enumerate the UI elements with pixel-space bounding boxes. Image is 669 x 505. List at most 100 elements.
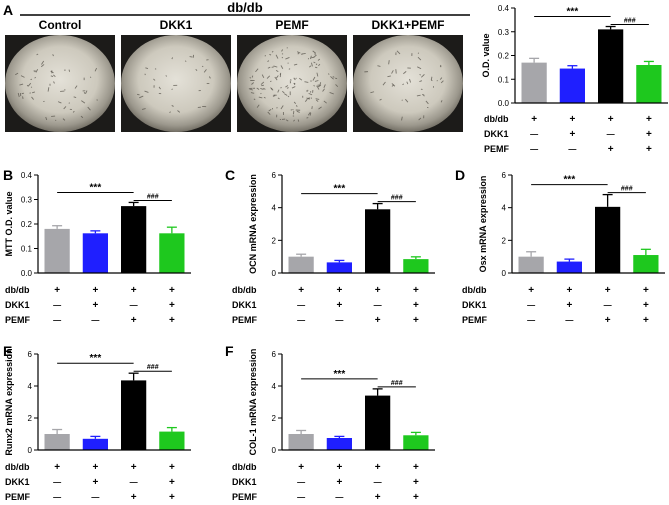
cell-speck [318, 63, 321, 67]
y-tick-label: 6 [272, 171, 277, 180]
cell-speck [391, 84, 395, 87]
cell-speck [74, 85, 78, 89]
design-symbol: + [375, 492, 381, 503]
cell-speck [312, 76, 316, 81]
y-tick-label: 0 [272, 446, 277, 455]
cell-speck [323, 84, 326, 88]
cell-speck [271, 50, 274, 53]
cell-speck [301, 53, 306, 55]
cell-speck [57, 101, 62, 104]
cell-speck [401, 116, 403, 121]
cell-speck [261, 74, 265, 79]
significance-label: *** [564, 175, 576, 186]
bar-4 [159, 233, 185, 273]
cell-speck [35, 69, 39, 73]
bar-1 [518, 256, 544, 273]
cell-speck [293, 119, 295, 122]
y-tick-label: 0.4 [498, 4, 510, 13]
cell-speck [255, 68, 259, 73]
cell-speck [294, 82, 296, 85]
cell-specks [364, 50, 444, 121]
cell-speck [296, 110, 300, 113]
design-symbol: + [413, 477, 419, 488]
cell-speck [281, 49, 284, 52]
cell-speck [280, 105, 284, 110]
cell-speck [388, 60, 390, 65]
cell-speck [311, 62, 313, 67]
bar-1 [521, 62, 547, 103]
cell-speck [328, 73, 330, 75]
y-tick-label: 0.0 [498, 99, 510, 108]
cell-speck [34, 70, 37, 73]
design-symbol: — [530, 145, 538, 154]
cell-speck [306, 117, 309, 119]
bar-1 [288, 434, 314, 450]
cell-speck [62, 118, 66, 121]
design-symbol: + [608, 114, 614, 125]
significance-label: ### [621, 186, 633, 193]
y-tick-label: 0 [28, 446, 33, 455]
photo-label: Control [39, 18, 82, 32]
cell-speck [335, 84, 339, 87]
cell-speck [50, 70, 54, 74]
photo-pemf: PEMF [237, 18, 347, 132]
cell-speck [256, 104, 260, 108]
design-symbol: — [91, 316, 99, 325]
cell-speck [382, 81, 386, 86]
design-symbol: — [568, 145, 576, 154]
design-row-label: DKK1 [232, 300, 257, 310]
photo-control: Control [5, 18, 115, 132]
design-symbol: + [646, 114, 652, 125]
design-symbol: + [643, 315, 649, 326]
chart-panel-b: B 0.0 0.1 0.2 0.3 0.4 MTT O.D. value *** ### db/d… [3, 167, 191, 326]
y-tick-label: 2 [502, 236, 507, 245]
cell-speck [27, 82, 32, 87]
cell-speck [396, 50, 401, 55]
cell-speck [250, 92, 255, 94]
cell-speck [63, 106, 67, 110]
cell-speck [153, 78, 156, 81]
y-tick-label: 0.3 [21, 196, 33, 205]
design-symbol: — [565, 316, 573, 325]
cell-speck [304, 81, 309, 83]
cell-specks [136, 54, 211, 114]
design-row-label: DKK1 [5, 477, 30, 487]
cell-speck [83, 91, 86, 94]
y-tick-label: 0.3 [498, 28, 510, 37]
y-tick-label: 2 [272, 414, 277, 423]
cell-speck [177, 110, 181, 113]
cell-speck [323, 100, 327, 104]
cell-speck [30, 86, 33, 88]
cell-speck [52, 54, 54, 57]
y-tick-label: 4 [502, 204, 507, 213]
significance-label: ### [391, 380, 403, 387]
cell-specks [248, 47, 339, 122]
cell-speck [249, 76, 251, 79]
cell-speck [416, 94, 421, 97]
design-row-label: db/db [462, 285, 487, 295]
cell-speck [313, 61, 316, 64]
cell-speck [440, 80, 444, 84]
significance-label: ### [624, 18, 636, 25]
design-row-label: DKK1 [462, 300, 487, 310]
photo-label: DKK1+PEMF [371, 18, 444, 32]
design-symbol: + [131, 462, 137, 473]
y-tick-label: 0.2 [498, 52, 510, 61]
cell-speck [184, 60, 187, 62]
cell-speck [36, 53, 39, 56]
design-symbol: — [335, 493, 343, 502]
y-tick-label: 2 [28, 414, 33, 423]
cell-speck [297, 51, 301, 54]
cell-speck [282, 90, 285, 94]
design-symbol: — [374, 478, 382, 487]
cell-speck [285, 85, 289, 88]
cell-speck [34, 76, 37, 79]
cell-speck [41, 60, 45, 65]
cell-speck [53, 74, 56, 78]
design-symbol: + [336, 462, 342, 473]
cell-speck [275, 75, 279, 79]
y-tick-label: 6 [28, 350, 33, 359]
design-symbol: + [92, 300, 98, 311]
cell-speck [171, 57, 173, 60]
